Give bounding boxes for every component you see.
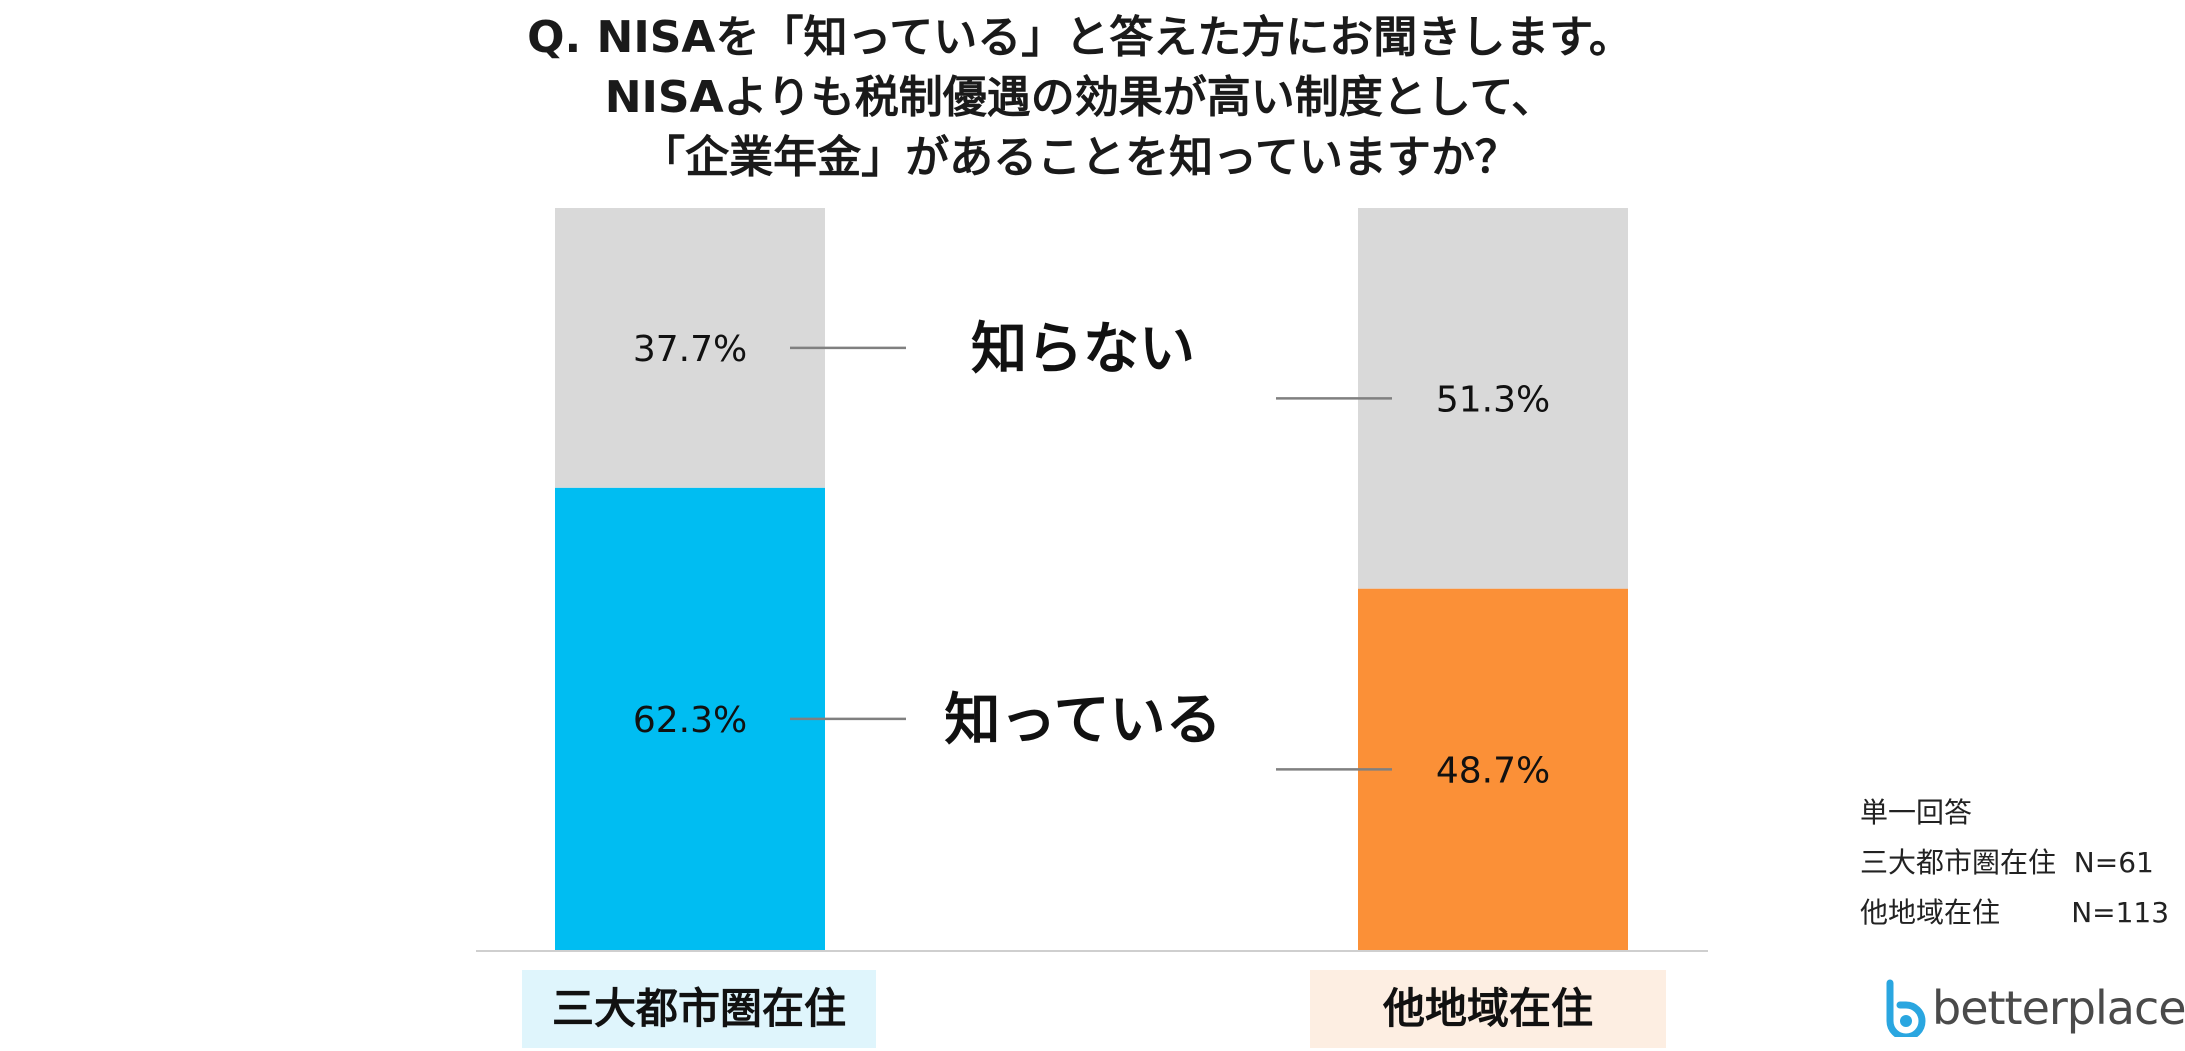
bar-segment-dont-know-1 bbox=[555, 208, 825, 488]
series-label-know: 知っている bbox=[944, 688, 1221, 753]
bar-segment-know-1 bbox=[555, 487, 825, 950]
category-label-bg-2 bbox=[1310, 970, 1666, 1048]
x-tick-label-1: 三大都市圏在住 bbox=[552, 984, 846, 1033]
note-sample-size-2: 他地域在住 N=113 bbox=[1860, 896, 2170, 929]
survey-notes: 単一回答 三大都市圏在住 N=61 他地域在住 N=113 bbox=[1860, 788, 2169, 938]
x-tick-label-2: 他地域在住 bbox=[1382, 984, 1593, 1033]
note-sample-size-1: 三大都市圏在住 N=61 bbox=[1860, 846, 2154, 879]
bar-segment-know-2 bbox=[1358, 588, 1628, 950]
betterplace-logo-icon bbox=[1886, 979, 1926, 1037]
title-line-3: 「企業年金」があることを知っていますか？ bbox=[641, 132, 1519, 183]
bar-segment-dont-know-2 bbox=[1358, 208, 1628, 589]
chart-title: Q. NISAを「知っている」と答えた方にお聞きします。 NISAよりも税制優遇… bbox=[380, 8, 1780, 188]
data-label-dont-know-1: 37.7% bbox=[633, 329, 747, 370]
data-label-dont-know-2: 51.3% bbox=[1436, 379, 1550, 420]
data-label-know-2: 48.7% bbox=[1436, 750, 1550, 791]
title-line-2: NISAよりも税制優遇の効果が高い制度として、 bbox=[604, 72, 1556, 123]
brand-name: betterplace bbox=[1932, 981, 2185, 1035]
betterplace-logo: betterplace bbox=[1882, 978, 2185, 1038]
title-line-1: Q. NISAを「知っている」と答えた方にお聞きします。 bbox=[527, 12, 1633, 63]
note-answer-type: 単一回答 bbox=[1860, 796, 1973, 829]
series-label-dont-know: 知らない bbox=[971, 317, 1195, 382]
data-label-know-1: 62.3% bbox=[633, 700, 747, 741]
category-label-bg-1 bbox=[522, 970, 876, 1048]
